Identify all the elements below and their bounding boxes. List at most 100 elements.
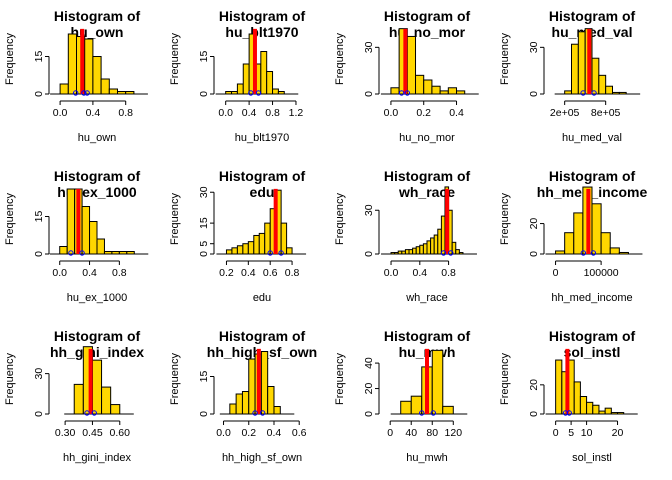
y-tick-label: 30 — [363, 204, 375, 216]
y-tick-label: 20 — [528, 218, 540, 230]
histogram-bar — [579, 396, 588, 415]
histogram-bar — [415, 74, 425, 95]
histogram-bar — [422, 243, 428, 255]
y-tick-label: 0 — [363, 91, 375, 97]
panel-title-line1: Histogram of — [384, 328, 471, 344]
x-tick-label: 0.4 — [267, 427, 282, 439]
y-tick-label: 30 — [528, 41, 540, 53]
marker-point — [580, 250, 587, 256]
y-axis-label: Frequency — [334, 193, 346, 245]
histogram-bar — [442, 405, 454, 415]
x-tick-label: 0.0 — [216, 427, 231, 439]
x-tick-label: 100000 — [584, 267, 619, 279]
histogram-bar — [447, 87, 458, 95]
x-tick-label: 0.2 — [416, 107, 431, 119]
histogram-bar — [573, 212, 584, 255]
histogram-bar — [267, 386, 275, 415]
y-tick-label: 15 — [33, 51, 45, 63]
y-axis-label: Frequency — [334, 353, 346, 405]
marker-point — [440, 250, 447, 256]
histogram-bar — [241, 391, 250, 415]
histogram-bar — [419, 244, 424, 255]
histogram-bar — [89, 221, 98, 255]
marker-point — [68, 250, 74, 256]
y-axis-label: Frequency — [334, 33, 346, 85]
histogram-bar — [236, 83, 244, 95]
panel-title-line1: Histogram of — [219, 168, 306, 184]
marker-point — [591, 90, 597, 96]
histogram-bar — [110, 404, 121, 415]
x-axis-label: hh_gini_index — [63, 452, 131, 464]
histogram-bar — [266, 71, 274, 95]
y-tick-label: 0 — [198, 91, 210, 97]
x-axis-label: wh_race — [405, 292, 448, 304]
x-tick-label: 0 — [387, 427, 393, 439]
histogram-bar — [604, 407, 612, 415]
x-tick-label: 5 — [568, 427, 574, 439]
histogram-bar — [100, 78, 110, 95]
histogram-bar — [236, 245, 244, 255]
histogram-bar — [286, 247, 293, 255]
y-tick-label: 30 — [198, 186, 210, 198]
histogram-bar — [67, 33, 78, 95]
panel-title-line1: Histogram of — [219, 8, 306, 24]
x-tick-label: 0.4 — [242, 107, 257, 119]
panel-title-line1: Histogram of — [549, 328, 636, 344]
histogram-bar — [586, 401, 594, 415]
histogram-bar — [591, 203, 602, 255]
marker-point — [398, 90, 405, 96]
histogram-bar — [273, 406, 281, 415]
histogram-bar — [598, 74, 607, 95]
histogram-bar — [455, 249, 460, 255]
histogram-bar — [400, 400, 412, 415]
histogram-bar — [406, 35, 417, 95]
x-tick-label: 0.6 — [292, 427, 307, 439]
x-tick-label: 0.60 — [110, 427, 131, 439]
y-tick-label: 0 — [198, 251, 210, 257]
histogram-bar — [235, 393, 243, 415]
x-tick-label: 0.2 — [219, 267, 234, 279]
histogram-bar — [242, 63, 250, 95]
marker-point — [278, 250, 284, 256]
panel-title-line1: Histogram of — [549, 8, 636, 24]
histogram-bar — [564, 232, 575, 255]
histogram-bar — [96, 238, 105, 255]
histogram-bar — [440, 215, 446, 255]
marker-point — [248, 90, 254, 96]
y-tick-label: 0 — [363, 411, 375, 417]
x-axis-label: hu_own — [78, 132, 117, 144]
marker-point — [255, 90, 262, 96]
histogram-bar — [431, 349, 444, 415]
y-axis-label: Frequency — [499, 353, 511, 405]
panel-title-line1: Histogram of — [549, 168, 636, 184]
panel-title-line2: edu — [250, 184, 275, 200]
x-tick-label: 0.8 — [441, 267, 456, 279]
x-tick-label: 0.0 — [53, 107, 68, 119]
histogram-bar — [280, 222, 288, 255]
histogram-bar — [431, 85, 441, 95]
x-tick-label: 40 — [405, 427, 417, 439]
panel-title-line1: Histogram of — [219, 328, 306, 344]
histogram-bar — [248, 358, 256, 415]
x-tick-label: 0.4 — [449, 107, 464, 119]
histogram-bar — [108, 88, 119, 95]
y-tick-label: 15 — [198, 371, 210, 383]
x-tick-label: 0.30 — [55, 427, 76, 439]
x-tick-label: 20 — [612, 427, 624, 439]
panel-title-line2: hh_gini_index — [50, 344, 144, 360]
histogram-bar — [573, 381, 581, 415]
x-axis-label: edu — [253, 292, 271, 304]
marker-point — [259, 410, 266, 416]
y-tick-label: 15 — [33, 211, 45, 223]
marker-point — [562, 410, 569, 416]
histogram-panel: Histogram of hh_high_sf_own 0.0 0.2 0.4 0.6 0 1… — [169, 328, 317, 464]
marker-point — [580, 90, 586, 96]
marker-point — [267, 250, 273, 256]
histogram-bar — [433, 234, 439, 255]
histogram-bar — [571, 43, 579, 95]
panel-title-line1: Histogram of — [54, 328, 141, 344]
x-tick-label: 0.6 — [263, 267, 278, 279]
y-tick-label: 40 — [363, 357, 375, 369]
y-tick-label: 0 — [528, 251, 540, 257]
